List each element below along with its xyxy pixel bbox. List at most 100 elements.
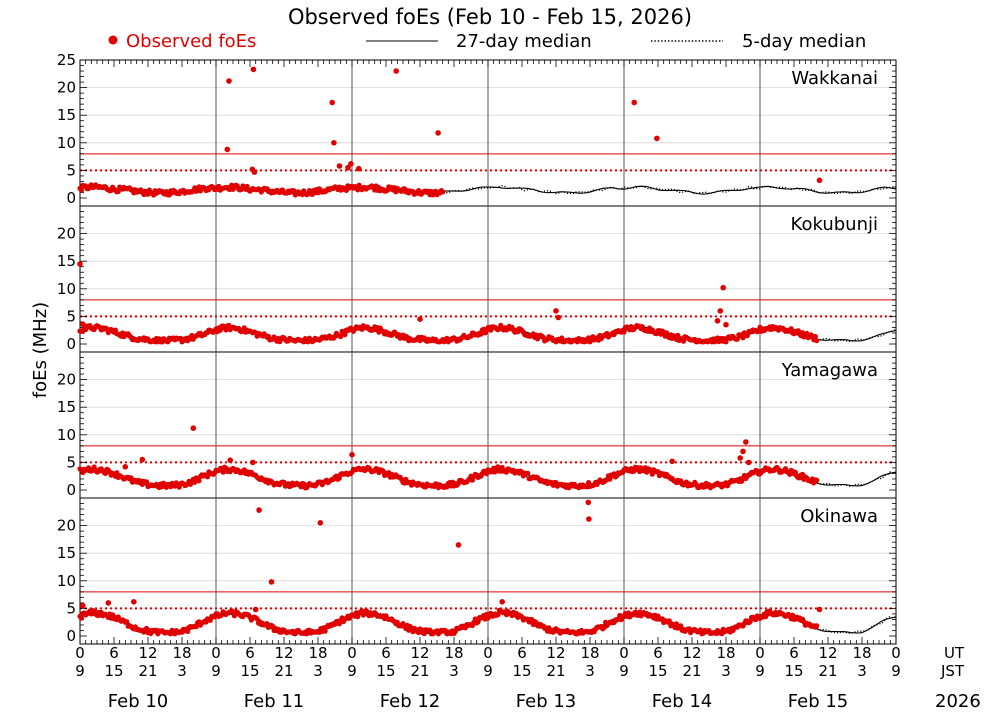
observed-point	[355, 614, 361, 620]
observed-point	[790, 612, 796, 618]
jst-axis-label: JST	[940, 662, 965, 680]
y-tick-label: 10	[57, 426, 76, 444]
ut-tick-label: 12	[682, 644, 701, 662]
ut-tick-label: 12	[138, 644, 157, 662]
day-label: Feb 10	[108, 691, 169, 712]
jst-tick-label: 21	[818, 662, 837, 680]
jst-tick-label: 9	[619, 662, 629, 680]
observed-point	[680, 338, 687, 344]
observed-spike-point	[417, 316, 423, 323]
observed-point	[78, 187, 84, 193]
observed-point	[220, 469, 226, 475]
day-label: Feb 11	[244, 691, 305, 712]
jst-tick-label: 21	[274, 662, 293, 680]
ut-tick-label: 12	[546, 644, 565, 662]
observed-point	[475, 619, 481, 625]
observed-point	[196, 478, 202, 484]
ut-tick-label: 0	[75, 644, 85, 662]
observed-spike-point	[349, 451, 355, 458]
station-panels: 0 5 10 15 20 25 Wakkanai 0 5 10 15 20 Kokubunji 0 5 10 1…	[57, 51, 897, 645]
ut-tick-label: 0	[483, 644, 493, 662]
observed-spike-point	[250, 459, 256, 466]
y-tick-label: 20	[57, 79, 76, 97]
observed-point	[495, 464, 501, 470]
y-tick-label: 10	[57, 280, 76, 298]
observed-point	[814, 477, 820, 483]
observed-spike-point	[256, 507, 262, 513]
observed-point	[440, 189, 446, 195]
y-tick-label: 5	[66, 161, 76, 179]
observed-point	[814, 623, 820, 629]
observed-spike-point	[190, 425, 197, 432]
observed-point	[747, 619, 753, 625]
observed-point	[231, 613, 237, 619]
panel-kokubunji: 0 5 10 15 20 Kokubunji	[57, 205, 897, 353]
jst-tick-label: 9	[755, 662, 765, 680]
observed-point	[223, 327, 229, 333]
ut-tick-label: 18	[852, 644, 871, 662]
y-tick-label: 15	[57, 544, 76, 562]
observed-spike-point	[717, 308, 724, 314]
observed-point	[744, 333, 750, 339]
observed-spike-point	[393, 68, 400, 74]
observed-spike-point	[723, 321, 729, 328]
observed-spike-point	[336, 163, 343, 169]
observed-point	[144, 479, 150, 485]
observed-point	[217, 327, 223, 333]
observed-point	[185, 628, 191, 635]
y-tick-label: 0	[66, 335, 76, 353]
jst-tick-label: 15	[376, 662, 395, 680]
observed-spike-point	[743, 439, 749, 445]
jst-tick-label: 9	[211, 662, 221, 680]
y-tick-label: 15	[57, 252, 76, 270]
observed-point	[621, 329, 627, 335]
y-tick-label: 15	[57, 106, 76, 124]
ut-tick-label: 0	[347, 644, 357, 662]
x-axis: 0961512211830961512211830961512211830961…	[75, 60, 901, 712]
ut-tick-label: 6	[245, 644, 255, 662]
y-tick-label: 20	[57, 517, 76, 535]
jst-tick-label: 9	[891, 662, 901, 680]
panel-wakkanai: 0 5 10 15 20 25 Wakkanai	[57, 51, 897, 207]
observed-point	[799, 330, 806, 336]
ut-tick-label: 6	[653, 644, 663, 662]
y-tick-label: 5	[66, 307, 76, 325]
observed-spike-point	[737, 455, 743, 461]
observed-spike-point	[227, 457, 233, 464]
jst-tick-label: 9	[75, 662, 85, 680]
y-tick-label: 0	[66, 481, 76, 499]
observed-point	[492, 469, 498, 475]
observed-point	[322, 628, 328, 634]
jst-tick-label: 15	[104, 662, 123, 680]
observed-spike-point	[77, 261, 83, 267]
observed-spike-point	[82, 325, 89, 332]
observed-point	[301, 481, 307, 487]
ut-tick-label: 0	[755, 644, 765, 662]
observed-spike-point	[745, 459, 752, 466]
observed-point	[192, 479, 198, 485]
day-label: Feb 12	[380, 691, 441, 712]
jst-tick-label: 3	[177, 662, 187, 680]
day-label: Feb 14	[652, 691, 713, 712]
observed-spike-point	[714, 318, 721, 324]
jst-tick-label: 15	[648, 662, 667, 680]
ut-tick-label: 0	[891, 644, 901, 662]
jst-tick-label: 3	[721, 662, 731, 680]
observed-spike-point	[345, 164, 351, 171]
legend: Observed foEs 27-day median 5-day median	[108, 31, 866, 52]
observed-spike-point	[553, 308, 559, 314]
jst-tick-label: 3	[313, 662, 323, 680]
y-tick-label: 5	[66, 599, 76, 617]
observed-point	[342, 332, 348, 338]
ut-tick-label: 12	[274, 644, 293, 662]
y-tick-label: 5	[66, 453, 76, 471]
observed-spike-point	[139, 456, 146, 463]
y-tick-label: 15	[57, 398, 76, 416]
station-name: Okinawa	[800, 506, 878, 527]
observed-point	[124, 619, 130, 625]
observed-point	[734, 336, 740, 342]
observed-spike-point	[816, 606, 823, 613]
y-tick-label: 20	[57, 225, 76, 243]
ut-tick-label: 6	[381, 644, 391, 662]
observed-spike-point	[329, 99, 336, 106]
